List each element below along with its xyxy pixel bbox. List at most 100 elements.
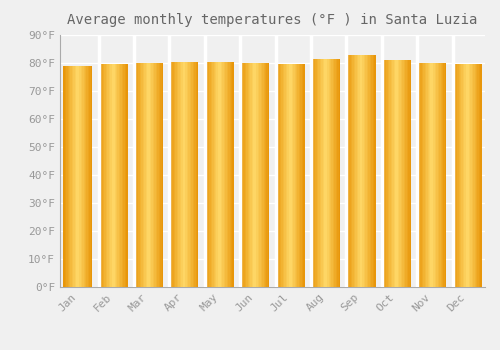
- Bar: [392, 60, 394, 287]
- Bar: [225, 62, 226, 287]
- Bar: [374, 55, 376, 287]
- Bar: [194, 62, 196, 287]
- Bar: [419, 63, 420, 287]
- Bar: [423, 63, 424, 287]
- Bar: [144, 63, 146, 287]
- Bar: [82, 66, 84, 287]
- Bar: [250, 63, 252, 287]
- Bar: [91, 66, 92, 287]
- Bar: [408, 60, 410, 287]
- Bar: [134, 63, 136, 287]
- Bar: [283, 64, 284, 287]
- Bar: [104, 64, 106, 287]
- Bar: [435, 63, 436, 287]
- Bar: [231, 62, 232, 287]
- Bar: [228, 62, 230, 287]
- Bar: [64, 66, 66, 287]
- Bar: [243, 63, 244, 287]
- Bar: [172, 62, 174, 287]
- Bar: [361, 55, 362, 287]
- Bar: [280, 64, 281, 287]
- Bar: [215, 62, 216, 287]
- Bar: [86, 66, 88, 287]
- Bar: [240, 63, 242, 287]
- Bar: [255, 63, 256, 287]
- Bar: [333, 59, 334, 287]
- Bar: [362, 55, 364, 287]
- Bar: [84, 66, 85, 287]
- Bar: [384, 60, 385, 287]
- Bar: [221, 62, 222, 287]
- Bar: [113, 64, 114, 287]
- Bar: [368, 55, 370, 287]
- Bar: [479, 64, 480, 287]
- Bar: [299, 64, 300, 287]
- Bar: [474, 64, 476, 287]
- Bar: [442, 63, 444, 287]
- Bar: [266, 63, 268, 287]
- Bar: [126, 64, 128, 287]
- Bar: [350, 55, 351, 287]
- Bar: [216, 62, 218, 287]
- Bar: [327, 59, 328, 287]
- Bar: [434, 63, 435, 287]
- Bar: [288, 64, 289, 287]
- Bar: [158, 63, 160, 287]
- Bar: [244, 63, 246, 287]
- Bar: [210, 62, 212, 287]
- Bar: [109, 64, 110, 287]
- Bar: [355, 55, 356, 287]
- Bar: [356, 55, 358, 287]
- Bar: [262, 63, 264, 287]
- Bar: [453, 64, 454, 287]
- Bar: [264, 63, 265, 287]
- Bar: [476, 64, 478, 287]
- Bar: [138, 63, 140, 287]
- Bar: [212, 62, 214, 287]
- Bar: [326, 59, 327, 287]
- Bar: [372, 55, 374, 287]
- Bar: [209, 62, 210, 287]
- Bar: [197, 62, 198, 287]
- Bar: [286, 64, 288, 287]
- Bar: [88, 66, 90, 287]
- Bar: [277, 64, 278, 287]
- Bar: [68, 66, 69, 287]
- Bar: [312, 59, 314, 287]
- Bar: [298, 64, 299, 287]
- Bar: [118, 64, 119, 287]
- Bar: [426, 63, 428, 287]
- Bar: [404, 60, 405, 287]
- Bar: [396, 60, 398, 287]
- Bar: [186, 62, 187, 287]
- Bar: [170, 62, 171, 287]
- Bar: [137, 63, 138, 287]
- Bar: [464, 64, 466, 287]
- Bar: [230, 62, 231, 287]
- Bar: [196, 62, 197, 287]
- Bar: [106, 64, 108, 287]
- Bar: [265, 63, 266, 287]
- Bar: [371, 55, 372, 287]
- Bar: [98, 64, 100, 287]
- Bar: [63, 66, 64, 287]
- Bar: [112, 64, 113, 287]
- Bar: [332, 59, 333, 287]
- Bar: [102, 64, 103, 287]
- Bar: [324, 59, 326, 287]
- Bar: [337, 59, 338, 287]
- Bar: [320, 59, 322, 287]
- Bar: [74, 66, 75, 287]
- Bar: [176, 62, 178, 287]
- Bar: [90, 66, 91, 287]
- Bar: [402, 60, 404, 287]
- Bar: [405, 60, 406, 287]
- Bar: [214, 62, 215, 287]
- Bar: [400, 60, 401, 287]
- Bar: [100, 64, 102, 287]
- Bar: [468, 64, 470, 287]
- Bar: [302, 64, 304, 287]
- Bar: [254, 63, 255, 287]
- Bar: [322, 59, 324, 287]
- Bar: [418, 63, 419, 287]
